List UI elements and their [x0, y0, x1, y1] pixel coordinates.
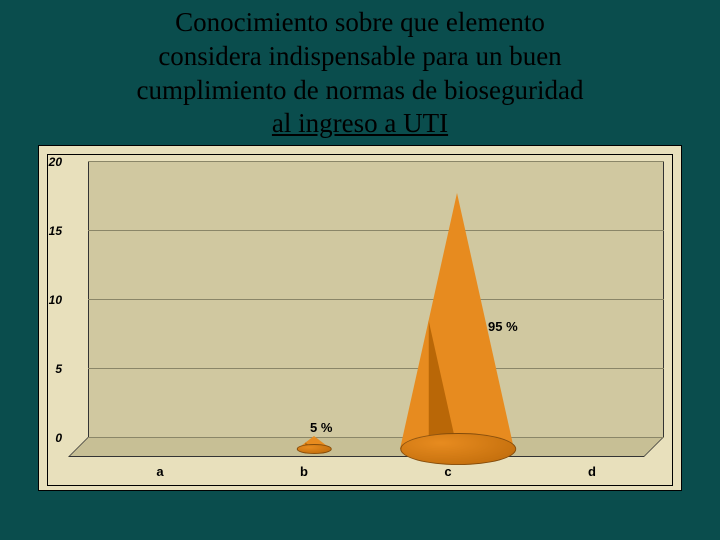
- gridline: 10: [88, 299, 664, 300]
- category-label: a: [156, 464, 163, 479]
- value-label: 95 %: [488, 319, 518, 334]
- chart-panel: 0 5 10 15 20 a b 5 % c 95 % d: [38, 145, 682, 491]
- category-label: c: [444, 464, 451, 479]
- category-label: b: [300, 464, 308, 479]
- cone-base: [400, 433, 516, 465]
- plot-area: 05101520 ab5 %c95 %d: [88, 161, 664, 457]
- y-tick-label: 10: [49, 293, 62, 307]
- title-line-2: considera indispensable para un buen: [30, 40, 690, 74]
- title-line-4: al ingreso a UTI: [30, 107, 690, 141]
- cone: [297, 436, 332, 449]
- y-tick-label: 15: [49, 224, 62, 238]
- y-tick-label: 20: [49, 155, 62, 169]
- category-label: d: [588, 464, 596, 479]
- title-line-3: cumplimiento de normas de bioseguridad: [30, 74, 690, 108]
- gridline: 0: [88, 437, 664, 438]
- title-line-1: Conocimiento sobre que elemento: [30, 6, 690, 40]
- cone-base: [297, 444, 332, 454]
- y-tick-label: 0: [55, 431, 62, 445]
- gridline: 5: [88, 368, 664, 369]
- gridline: 20: [88, 161, 664, 162]
- chart-floor: [68, 437, 664, 457]
- y-tick-label: 5: [55, 362, 62, 376]
- chart-inner: 0 5 10 15 20 a b 5 % c 95 % d: [47, 154, 673, 486]
- chart-title: Conocimiento sobre que elemento consider…: [0, 0, 720, 143]
- gridline: 15: [88, 230, 664, 231]
- value-label: 5 %: [310, 420, 332, 435]
